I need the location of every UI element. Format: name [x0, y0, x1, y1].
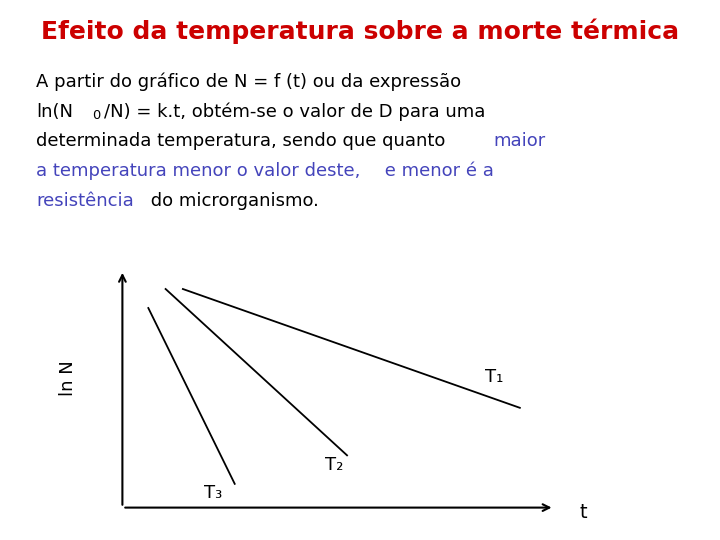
Text: ln(N: ln(N — [36, 103, 73, 120]
Text: /N) = k.t, obtém-se o valor de D para uma: /N) = k.t, obtém-se o valor de D para um… — [104, 103, 486, 121]
Text: determinada temperatura, sendo que quanto: determinada temperatura, sendo que quant… — [36, 132, 451, 150]
Text: t: t — [580, 503, 587, 523]
Text: 0: 0 — [92, 109, 100, 122]
Text: maior: maior — [493, 132, 546, 150]
Text: T₁: T₁ — [485, 368, 504, 386]
Text: A partir do gráfico de N = f (t) ou da expressão: A partir do gráfico de N = f (t) ou da e… — [36, 73, 461, 91]
Text: e menor é a: e menor é a — [379, 162, 495, 180]
Text: Efeito da temperatura sobre a morte térmica: Efeito da temperatura sobre a morte térm… — [41, 19, 679, 44]
Text: T₂: T₂ — [325, 456, 344, 474]
Text: T₃: T₃ — [204, 484, 222, 502]
Text: resistência: resistência — [36, 192, 134, 210]
Text: do microrganismo.: do microrganismo. — [145, 192, 319, 210]
Text: a temperatura menor o valor deste,: a temperatura menor o valor deste, — [36, 162, 361, 180]
Text: ln N: ln N — [60, 360, 78, 396]
